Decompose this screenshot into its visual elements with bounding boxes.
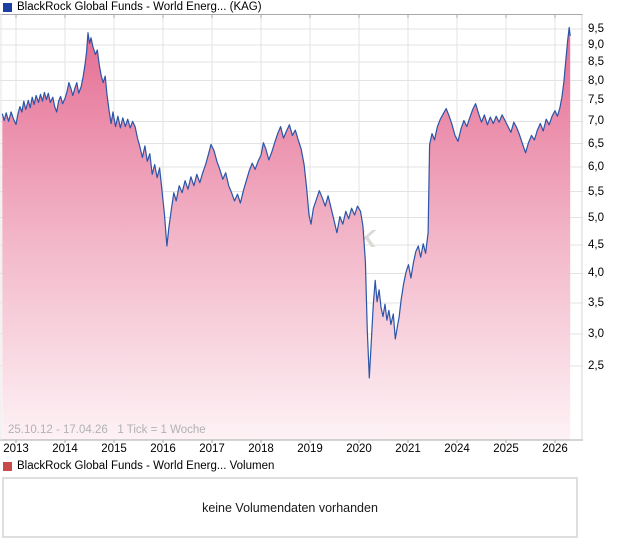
volume-no-data-panel: keine Volumendaten vorhanden xyxy=(2,477,578,538)
volume-legend: BlackRock Global Funds - World Energ... … xyxy=(3,460,275,472)
date-range-info: 25.10.12 - 17.04.26 1 Tick = 1 Woche xyxy=(8,424,206,436)
y-axis-tick-label: 6,0 xyxy=(588,161,604,173)
x-axis-tick-label: 2021 xyxy=(395,443,421,455)
y-axis-tick-label: 3,5 xyxy=(588,297,604,309)
x-axis-tick-label: 2016 xyxy=(150,443,176,455)
x-axis-tick-label: 2017 xyxy=(199,443,225,455)
x-axis-tick-label: 2013 xyxy=(3,443,29,455)
y-axis-tick-label: 4,5 xyxy=(588,239,604,251)
y-axis-tick-label: 5,0 xyxy=(588,212,604,224)
y-axis-tick-label: 8,0 xyxy=(588,75,604,87)
y-axis-tick-label: 2,5 xyxy=(588,360,604,372)
x-axis-tick-label: 2026 xyxy=(542,443,568,455)
price-plot-area[interactable]: CK 25.10.12 - 17.04.26 1 Tick = 1 Woche xyxy=(0,14,583,444)
price-series-swatch-icon xyxy=(3,3,12,12)
x-axis-tick-label: 2024 xyxy=(444,443,470,455)
price-chart-canvas[interactable]: CK xyxy=(0,14,583,444)
x-axis-tick-label: 2014 xyxy=(52,443,78,455)
x-axis-tick-label: 2019 xyxy=(297,443,323,455)
y-axis-tick-label: 7,5 xyxy=(588,94,604,106)
x-axis-tick-label: 2015 xyxy=(101,443,127,455)
y-axis-tick-label: 6,5 xyxy=(588,138,604,150)
y-axis-tick-label: 3,0 xyxy=(588,328,604,340)
y-axis-tick-label: 9,0 xyxy=(588,39,604,51)
x-axis-tick-label: 2025 xyxy=(493,443,519,455)
x-axis-tick-label: 2018 xyxy=(248,443,274,455)
volume-legend-label: BlackRock Global Funds - World Energ... … xyxy=(17,460,275,472)
volume-series-swatch-icon xyxy=(3,462,12,471)
y-axis-tick-label: 9,5 xyxy=(588,23,604,35)
y-axis-tick-label: 8,5 xyxy=(588,56,604,68)
x-axis-tick-label: 2020 xyxy=(346,443,372,455)
price-legend: BlackRock Global Funds - World Energ... … xyxy=(3,1,262,13)
y-axis-tick-label: 7,0 xyxy=(588,115,604,127)
volume-no-data-text: keine Volumendaten vorhanden xyxy=(202,500,378,515)
y-axis-tick-label: 4,0 xyxy=(588,267,604,279)
y-axis-tick-label: 5,5 xyxy=(588,186,604,198)
price-legend-label: BlackRock Global Funds - World Energ... … xyxy=(17,1,262,13)
